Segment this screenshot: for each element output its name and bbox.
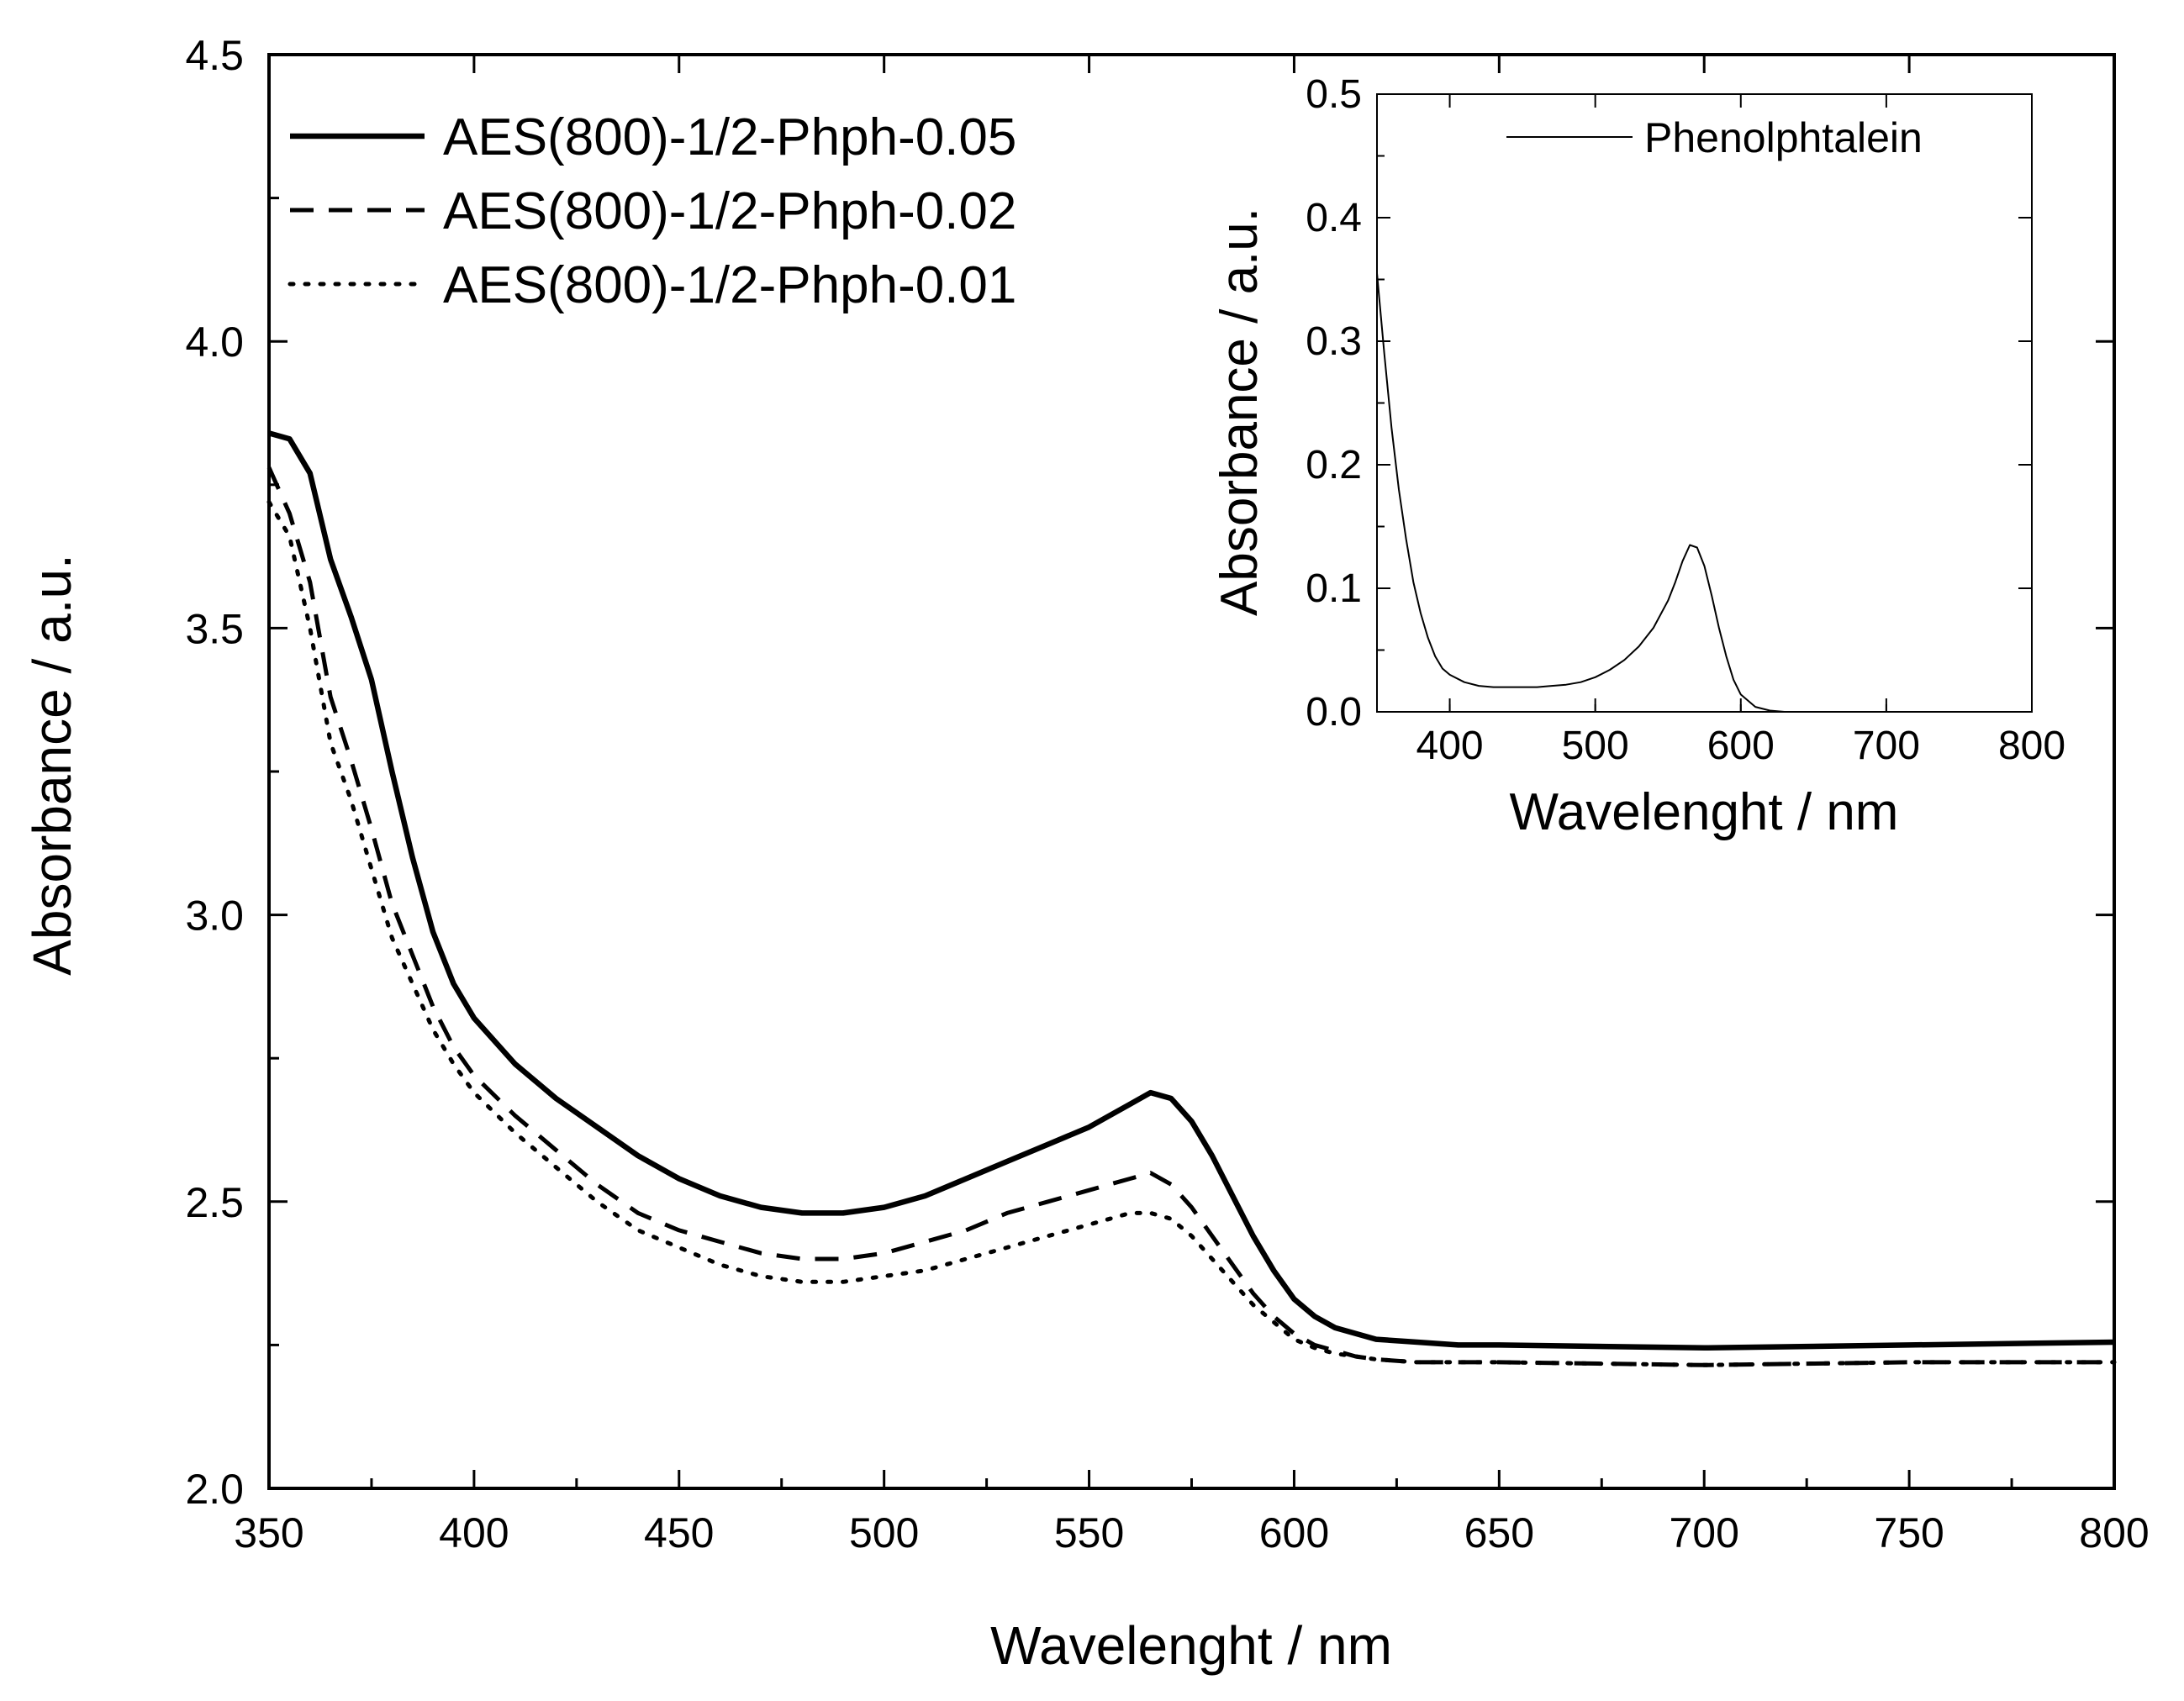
inset-x-tick-label: 400 bbox=[1416, 724, 1484, 768]
inset-y-tick-label: 0.3 bbox=[1306, 319, 1362, 364]
main-x-tick-label: 650 bbox=[1464, 1509, 1534, 1556]
inset-y-tick-label: 0.2 bbox=[1306, 443, 1362, 487]
main-axis-ticks: 350 400 450 500 550 600 650 700 750 800 2.0 2.5 3.0 3… bbox=[185, 32, 2149, 1556]
inset-x-tick-label: 700 bbox=[1853, 724, 1920, 768]
main-legend-label-0: AES(800)-1/2-Phph-0.05 bbox=[443, 108, 1016, 166]
main-y-tick-label: 4.5 bbox=[185, 32, 244, 79]
inset-series-line-0 bbox=[1376, 273, 2032, 713]
inset-y-tick-label: 0.4 bbox=[1306, 196, 1362, 240]
inset-y-axis-label: Absorbance / a.u. bbox=[1211, 208, 1269, 616]
inset-plot: 400 500 600 700 800 0.0 0.1 0.2 0.3 0.4 0.5 Wavele… bbox=[1211, 72, 2065, 841]
inset-series-group bbox=[1376, 273, 2032, 713]
main-y-tick-label: 3.5 bbox=[185, 605, 244, 652]
inset-x-tick-label: 800 bbox=[1998, 724, 2065, 768]
main-y-tick-label: 2.5 bbox=[185, 1179, 244, 1226]
main-legend-label-2: AES(800)-1/2-Phph-0.01 bbox=[443, 256, 1016, 314]
inset-axis-ticks: 400 500 600 700 800 0.0 0.1 0.2 0.3 0.4 0.5 bbox=[1306, 72, 2065, 768]
main-x-tick-label: 550 bbox=[1054, 1509, 1124, 1556]
main-x-tick-label: 400 bbox=[439, 1509, 509, 1556]
main-x-tick-label: 450 bbox=[644, 1509, 714, 1556]
inset-plot-frame bbox=[1376, 93, 2033, 713]
inset-x-tick-label: 600 bbox=[1707, 724, 1775, 768]
main-y-tick-label: 4.0 bbox=[185, 319, 244, 366]
inset-y-tick-label: 0.0 bbox=[1306, 690, 1362, 735]
inset-x-tick-label: 500 bbox=[1562, 724, 1629, 768]
inset-y-tick-label: 0.5 bbox=[1306, 72, 1362, 117]
main-x-tick-label: 600 bbox=[1259, 1509, 1329, 1556]
main-plot: 350 400 450 500 550 600 650 700 750 800 2.0 2.5 3.0 3… bbox=[22, 32, 2150, 1676]
main-x-axis-label: Wavelenght / nm bbox=[990, 1615, 1392, 1676]
main-series-group bbox=[266, 430, 2117, 1367]
inset-legend: Phenolphtalein bbox=[1506, 114, 1923, 161]
inset-legend-label-0: Phenolphtalein bbox=[1644, 114, 1923, 161]
main-x-tick-label: 800 bbox=[2079, 1509, 2149, 1556]
inset-x-axis-label: Wavelenght / nm bbox=[1510, 783, 1899, 841]
main-y-tick-label: 2.0 bbox=[185, 1466, 244, 1513]
main-series-line-2 bbox=[266, 499, 2117, 1367]
main-series-line-0 bbox=[268, 430, 2115, 1351]
main-x-tick-label: 700 bbox=[1670, 1509, 1739, 1556]
inset-y-tick-label: 0.1 bbox=[1306, 566, 1362, 611]
main-legend: AES(800)-1/2-Phph-0.05 AES(800)-1/2-Phph-… bbox=[288, 108, 1016, 314]
main-y-tick-label: 3.0 bbox=[185, 893, 244, 940]
main-legend-label-1: AES(800)-1/2-Phph-0.02 bbox=[443, 182, 1016, 240]
main-x-tick-label: 750 bbox=[1874, 1509, 1944, 1556]
main-x-tick-label: 350 bbox=[234, 1509, 303, 1556]
main-x-tick-label: 500 bbox=[849, 1509, 919, 1556]
main-y-axis-label: Absorbance / a.u. bbox=[22, 554, 82, 976]
